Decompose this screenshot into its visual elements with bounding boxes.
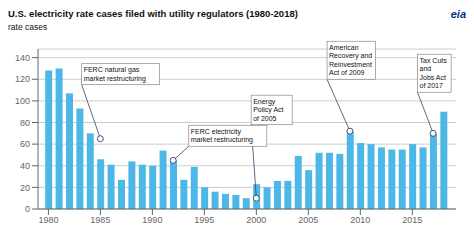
svg-text:120: 120 [15, 74, 30, 84]
svg-text:40: 40 [20, 161, 30, 171]
svg-text:Reinvestment: Reinvestment [329, 61, 372, 68]
svg-text:0: 0 [25, 204, 30, 214]
svg-text:2010: 2010 [350, 215, 370, 225]
svg-text:Recovery and: Recovery and [329, 52, 372, 60]
svg-text:1990: 1990 [142, 215, 162, 225]
svg-text:of 2017: of 2017 [420, 82, 443, 89]
svg-text:Jobs Act: Jobs Act [420, 74, 447, 81]
svg-text:2000: 2000 [246, 215, 266, 225]
svg-text:of 2005: of 2005 [253, 115, 276, 122]
html-text:U.S. electricity rate cases fi: U.S. electricity rate cases filed with u… [8, 8, 298, 19]
svg-text:Act of 2009: Act of 2009 [329, 69, 365, 76]
html-text:eia: eia [450, 8, 466, 20]
svg-text:Policy Act: Policy Act [253, 106, 283, 114]
svg-text:Energy: Energy [253, 98, 276, 106]
svg-text:20: 20 [20, 183, 30, 193]
svg-text:80: 80 [20, 118, 30, 128]
svg-text:2005: 2005 [298, 215, 318, 225]
svg-text:2015: 2015 [402, 215, 422, 225]
html-text:rate cases: rate cases [8, 22, 48, 32]
svg-text:Tax Cuts: Tax Cuts [420, 57, 448, 64]
svg-text:140: 140 [15, 53, 30, 63]
svg-text:100: 100 [15, 96, 30, 106]
svg-text:1980: 1980 [38, 215, 58, 225]
svg-text:FERC natural gas: FERC natural gas [84, 66, 140, 74]
svg-text:60: 60 [20, 139, 30, 149]
svg-text:market restructuring: market restructuring [191, 136, 253, 144]
svg-text:market restructuring: market restructuring [84, 75, 146, 83]
svg-text:1995: 1995 [194, 215, 214, 225]
svg-text:FERC electricity: FERC electricity [191, 128, 242, 136]
svg-text:and: and [420, 65, 432, 72]
svg-text:American: American [329, 44, 359, 51]
svg-text:1985: 1985 [90, 215, 110, 225]
